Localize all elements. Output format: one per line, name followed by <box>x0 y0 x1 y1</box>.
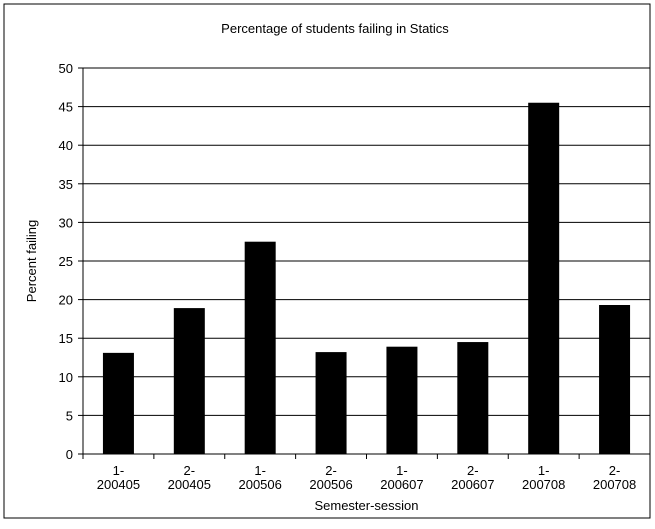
y-axis-ticks: 0 5 10 15 20 25 30 35 40 45 50 <box>59 61 83 462</box>
x-tick-label-line1: 2- <box>609 463 621 478</box>
y-tick-label: 35 <box>59 177 73 192</box>
bar <box>315 352 347 454</box>
x-tick-label-line1: 1- <box>254 463 266 478</box>
y-tick-label: 10 <box>59 370 73 385</box>
bar <box>599 305 631 454</box>
bar <box>457 342 489 454</box>
x-tick-label-line2: 200708 <box>522 477 565 492</box>
x-tick-label-line1: 2- <box>467 463 479 478</box>
y-axis-label: Percent failing <box>24 220 39 302</box>
bar <box>386 346 418 454</box>
y-tick-label: 25 <box>59 254 73 269</box>
y-tick-label: 5 <box>66 408 73 423</box>
x-tick-label-line1: 2- <box>184 463 196 478</box>
x-tick-label-line1: 1- <box>396 463 408 478</box>
y-tick-label: 45 <box>59 100 73 115</box>
x-axis-label: Semester-session <box>314 498 418 513</box>
bars <box>102 102 631 455</box>
y-tick-label: 15 <box>59 331 73 346</box>
y-tick-label: 20 <box>59 293 73 308</box>
bar <box>173 308 205 454</box>
bar <box>102 352 134 454</box>
y-tick-label: 30 <box>59 215 73 230</box>
x-tick-label-line2: 200607 <box>380 477 423 492</box>
x-tick-label-line1: 2- <box>325 463 337 478</box>
x-axis-ticks: 1-2004052-2004051-2005062-2005061-200607… <box>82 454 651 492</box>
x-tick-label-line1: 1- <box>113 463 125 478</box>
x-tick-label-line2: 200607 <box>451 477 494 492</box>
x-tick-label-line2: 200405 <box>168 477 211 492</box>
y-tick-label: 40 <box>59 138 73 153</box>
y-tick-label: 0 <box>66 447 73 462</box>
bar <box>528 102 560 455</box>
chart-title: Percentage of students failing in Static… <box>221 21 449 36</box>
x-tick-label-line2: 200506 <box>238 477 281 492</box>
x-tick-label-line2: 200405 <box>97 477 140 492</box>
y-tick-label: 50 <box>59 61 73 76</box>
bar <box>244 241 276 454</box>
x-tick-label-line2: 200506 <box>309 477 352 492</box>
x-tick-label-line2: 200708 <box>593 477 636 492</box>
x-tick-label-line1: 1- <box>538 463 550 478</box>
